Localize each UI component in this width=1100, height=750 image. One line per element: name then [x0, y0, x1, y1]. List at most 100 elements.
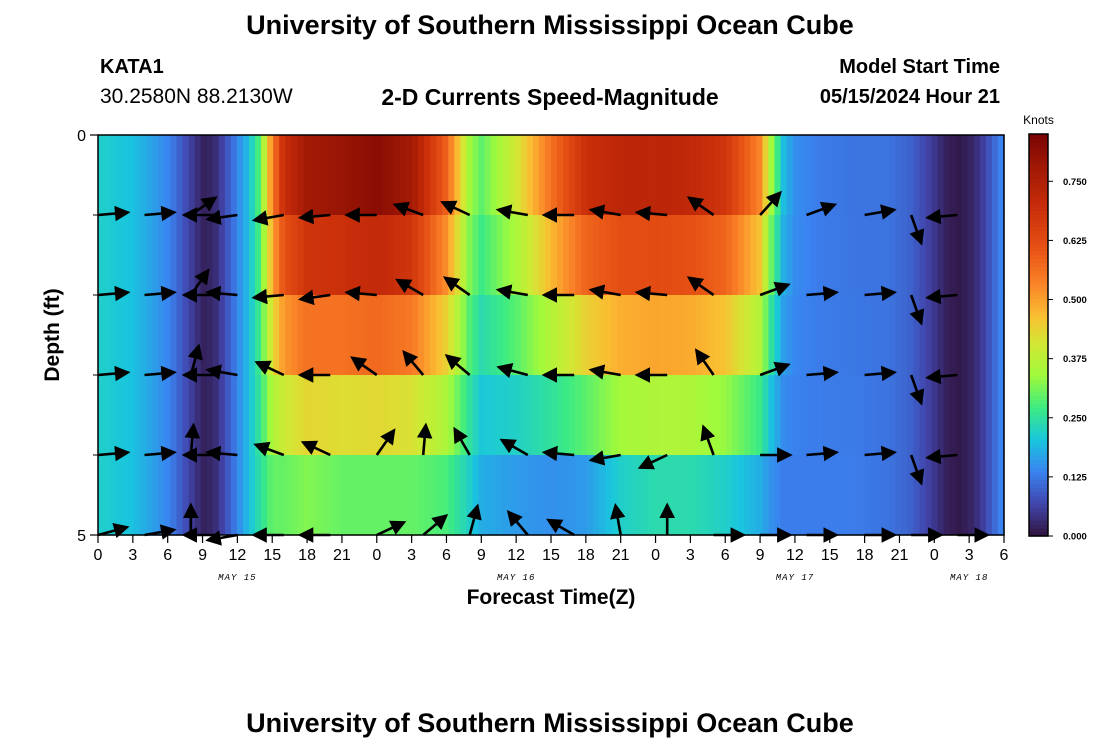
- heatmap-cell: [611, 455, 619, 536]
- heatmap-cell: [575, 135, 582, 216]
- date-label: MAY 16: [497, 573, 535, 583]
- heatmap-cell: [430, 455, 437, 536]
- heatmap-cell: [997, 215, 1005, 296]
- heatmap-cell: [424, 215, 431, 296]
- heatmap-cell: [804, 375, 812, 456]
- heatmap-cell: [587, 215, 594, 296]
- colorbar-segment: [1029, 134, 1048, 139]
- heatmap-cell: [357, 455, 365, 536]
- heatmap-cell: [563, 375, 570, 456]
- heatmap-cell: [907, 455, 914, 536]
- heatmap-cell: [496, 135, 504, 216]
- heatmap-cell: [557, 295, 564, 376]
- heatmap-cell: [834, 375, 842, 456]
- colorbar-segment: [1029, 202, 1048, 207]
- heatmap-cell: [973, 215, 981, 296]
- heatmap-cell: [200, 135, 208, 216]
- heatmap-cell: [629, 455, 637, 536]
- heatmap-cell: [502, 135, 510, 216]
- heatmap-cell: [249, 375, 256, 456]
- heatmap-cell: [792, 375, 800, 456]
- heatmap-cell: [581, 295, 588, 376]
- heatmap-cell: [949, 135, 957, 216]
- heatmap-cell: [786, 375, 794, 456]
- heatmap-cell: [822, 295, 830, 376]
- heatmap-cell: [575, 295, 582, 376]
- current-vector-arrow: [444, 354, 471, 376]
- heatmap-cell: [315, 375, 323, 456]
- heatmap-cell: [134, 295, 141, 376]
- heatmap-cell: [846, 135, 854, 216]
- colorbar-segment: [1029, 218, 1048, 224]
- colorbar-segment: [1029, 138, 1048, 143]
- x-axis-label: Forecast Time(Z): [467, 586, 636, 609]
- heatmap-cell: [436, 295, 443, 376]
- heatmap-cell: [804, 135, 812, 216]
- colorbar-segment: [1029, 371, 1048, 376]
- heatmap-cell: [200, 455, 208, 536]
- colorbar-segment: [1029, 302, 1048, 308]
- heatmap-cell: [762, 135, 770, 216]
- colorbar-segment: [1029, 238, 1048, 244]
- heatmap-cell: [454, 135, 461, 216]
- heatmap-cell: [206, 135, 214, 216]
- heatmap-cell: [611, 135, 619, 216]
- heatmap-cell: [279, 135, 286, 216]
- heatmap-cell: [520, 375, 528, 456]
- heatmap-cell: [889, 215, 896, 296]
- heatmap-cell: [967, 215, 975, 296]
- heatmap-cell: [738, 455, 745, 536]
- heatmap-cell: [792, 135, 800, 216]
- heatmap-cell: [387, 215, 395, 296]
- colorbar-segment: [1029, 363, 1048, 368]
- heatmap-cell: [526, 375, 534, 456]
- x-tick-label: 12: [507, 547, 525, 564]
- current-vector-arrow: [588, 284, 621, 300]
- colorbar-segment: [1029, 190, 1048, 195]
- heatmap-cell: [780, 375, 788, 456]
- heatmap-cell: [635, 135, 643, 216]
- heatmap-cell: [629, 135, 637, 216]
- heatmap-cell: [230, 375, 238, 456]
- current-vector-arrow: [634, 285, 668, 302]
- heatmap-cell: [412, 295, 419, 376]
- heatmap-cell: [689, 215, 697, 296]
- current-vector-arrow: [97, 365, 131, 382]
- heatmap-cell: [967, 375, 975, 456]
- heatmap-cell: [375, 375, 383, 456]
- colorbar-segment: [1029, 439, 1048, 445]
- heatmap-cell: [116, 375, 123, 456]
- heatmap-cell: [327, 375, 335, 456]
- current-vector-arrow: [864, 365, 898, 382]
- heatmap-cell: [496, 455, 504, 536]
- heatmap-cell: [859, 455, 866, 536]
- heatmap-cell: [756, 455, 763, 536]
- heatmap-cell: [979, 455, 987, 536]
- heatmap-cell: [285, 455, 292, 536]
- current-vector-arrow: [700, 424, 716, 456]
- heatmap-cell: [877, 295, 884, 376]
- heatmap-cell: [460, 135, 468, 216]
- current-vector-arrow: [402, 350, 425, 376]
- heatmap-cell: [285, 215, 292, 296]
- colorbar-segment: [1029, 519, 1048, 525]
- heatmap-cell: [212, 215, 220, 296]
- heatmap-cell: [895, 375, 902, 456]
- heatmap-cell: [991, 455, 999, 536]
- heatmap-cell: [641, 295, 649, 376]
- heatmap-cell: [695, 455, 703, 536]
- heatmap-cell: [152, 135, 159, 216]
- heatmap-cell: [641, 375, 649, 456]
- current-vector-arrow: [392, 201, 424, 217]
- heatmap-cell: [581, 215, 588, 296]
- colorbar-segment: [1029, 443, 1048, 449]
- heatmap-cell: [255, 295, 262, 376]
- heatmap-cell: [865, 375, 872, 456]
- heatmap-cell: [883, 135, 890, 216]
- heatmap-cell: [484, 295, 492, 376]
- colorbar-tick-label: 0.625: [1063, 236, 1087, 247]
- heatmap-cell: [593, 455, 600, 536]
- heatmap-cell: [563, 215, 570, 296]
- colorbar-segment: [1029, 210, 1048, 215]
- heatmap-cell: [762, 375, 770, 456]
